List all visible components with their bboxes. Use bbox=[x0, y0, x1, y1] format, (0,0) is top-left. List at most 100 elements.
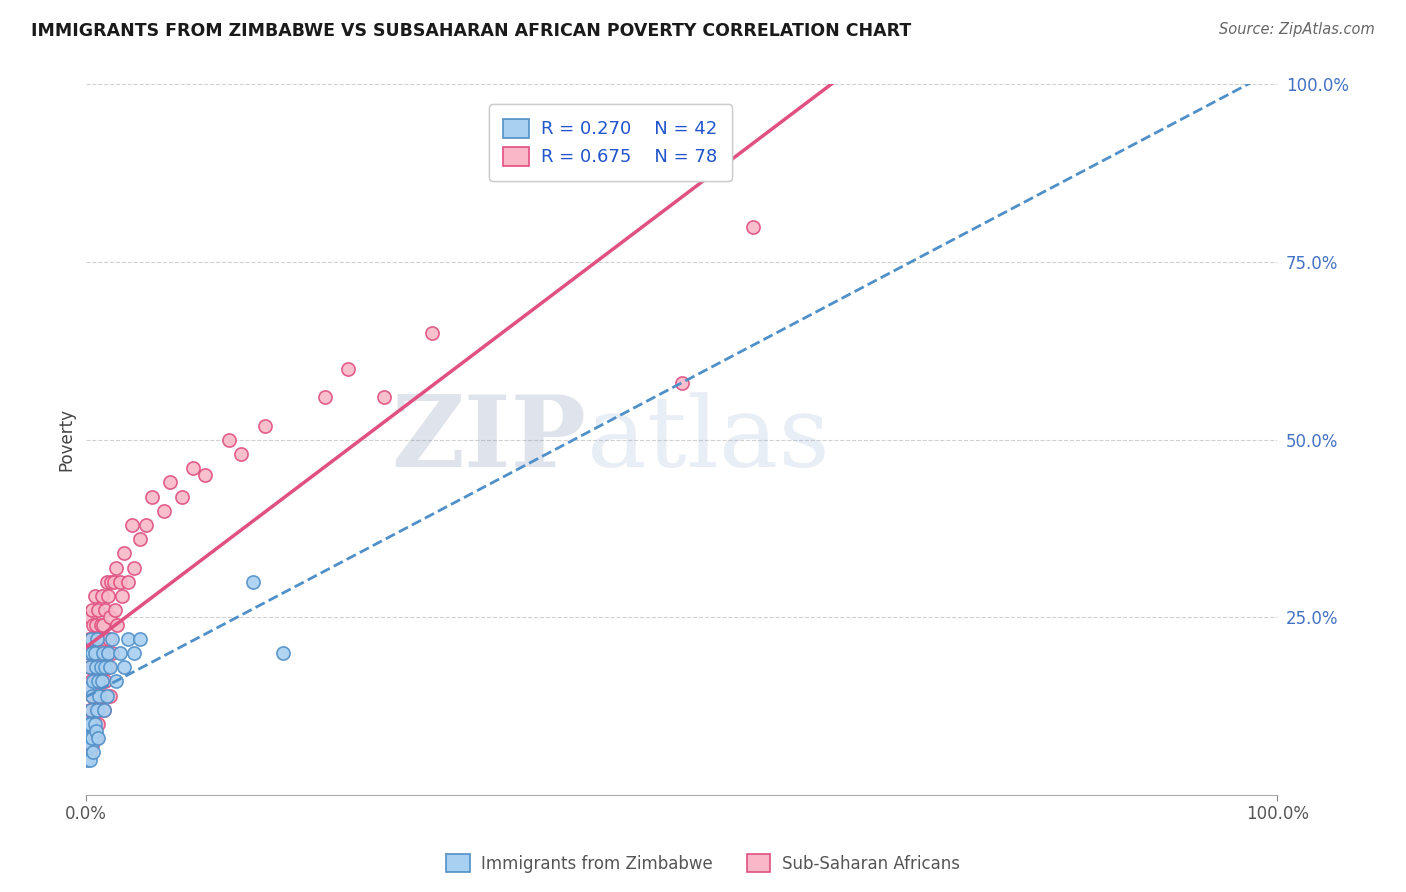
Point bbox=[90, 674, 112, 689]
Point bbox=[82, 646, 104, 660]
Point bbox=[80, 632, 103, 646]
Point bbox=[420, 326, 443, 340]
Point bbox=[98, 689, 121, 703]
Point bbox=[84, 731, 107, 746]
Point bbox=[128, 632, 150, 646]
Point bbox=[80, 724, 103, 739]
Point bbox=[77, 681, 100, 696]
Point bbox=[218, 433, 240, 447]
Point bbox=[91, 646, 114, 660]
Point bbox=[87, 660, 110, 674]
Point bbox=[742, 219, 765, 234]
Point bbox=[79, 646, 101, 660]
Point bbox=[82, 617, 104, 632]
Point bbox=[111, 589, 134, 603]
Point bbox=[87, 731, 110, 746]
Point bbox=[93, 632, 115, 646]
Point bbox=[253, 418, 276, 433]
Point bbox=[77, 731, 100, 746]
Point bbox=[97, 646, 120, 660]
Point bbox=[93, 703, 115, 717]
Point bbox=[122, 646, 145, 660]
Point bbox=[152, 504, 174, 518]
Text: IMMIGRANTS FROM ZIMBABWE VS SUBSAHARAN AFRICAN POVERTY CORRELATION CHART: IMMIGRANTS FROM ZIMBABWE VS SUBSAHARAN A… bbox=[31, 22, 911, 40]
Point bbox=[79, 610, 101, 624]
Legend: R = 0.270    N = 42, R = 0.675    N = 78: R = 0.270 N = 42, R = 0.675 N = 78 bbox=[489, 104, 733, 181]
Point bbox=[128, 533, 150, 547]
Point bbox=[94, 674, 117, 689]
Point bbox=[83, 589, 105, 603]
Point bbox=[91, 617, 114, 632]
Point bbox=[159, 475, 181, 490]
Point bbox=[82, 746, 104, 760]
Point bbox=[183, 461, 205, 475]
Point bbox=[135, 518, 157, 533]
Point bbox=[90, 660, 112, 674]
Point bbox=[83, 646, 105, 660]
Point bbox=[76, 717, 98, 731]
Point bbox=[82, 717, 104, 731]
Point bbox=[117, 632, 139, 646]
Point bbox=[76, 681, 98, 696]
Point bbox=[98, 660, 121, 674]
Point bbox=[77, 660, 100, 674]
Point bbox=[82, 689, 104, 703]
Point bbox=[80, 703, 103, 717]
Point bbox=[90, 660, 112, 674]
Point bbox=[98, 610, 121, 624]
Point bbox=[91, 689, 114, 703]
Point bbox=[82, 660, 104, 674]
Point bbox=[90, 674, 112, 689]
Text: atlas: atlas bbox=[586, 392, 830, 488]
Point bbox=[122, 560, 145, 574]
Point bbox=[271, 646, 294, 660]
Point bbox=[89, 689, 111, 703]
Point bbox=[671, 376, 693, 390]
Point bbox=[194, 468, 217, 483]
Point bbox=[84, 724, 107, 739]
Point bbox=[101, 646, 124, 660]
Point bbox=[337, 361, 360, 376]
Point bbox=[89, 632, 111, 646]
Point bbox=[84, 617, 107, 632]
Point bbox=[82, 646, 104, 660]
Point bbox=[94, 660, 117, 674]
Point bbox=[79, 717, 101, 731]
Point bbox=[79, 746, 101, 760]
Point bbox=[96, 646, 118, 660]
Point bbox=[82, 731, 104, 746]
Point bbox=[86, 703, 108, 717]
Point bbox=[105, 560, 128, 574]
Point bbox=[96, 689, 118, 703]
Point bbox=[112, 546, 135, 560]
Point bbox=[170, 490, 193, 504]
Point bbox=[83, 646, 105, 660]
Point bbox=[86, 632, 108, 646]
Y-axis label: Poverty: Poverty bbox=[58, 409, 75, 471]
Point bbox=[87, 717, 110, 731]
Point bbox=[108, 574, 131, 589]
Point bbox=[314, 390, 336, 404]
Point bbox=[84, 674, 107, 689]
Text: Source: ZipAtlas.com: Source: ZipAtlas.com bbox=[1219, 22, 1375, 37]
Point bbox=[97, 589, 120, 603]
Point bbox=[101, 632, 124, 646]
Point bbox=[80, 739, 103, 753]
Point bbox=[80, 632, 103, 646]
Point bbox=[79, 660, 101, 674]
Point bbox=[87, 603, 110, 617]
Point bbox=[76, 752, 98, 766]
Point bbox=[80, 674, 103, 689]
Point bbox=[87, 674, 110, 689]
Point bbox=[97, 660, 120, 674]
Point bbox=[83, 717, 105, 731]
Point bbox=[117, 574, 139, 589]
Point bbox=[90, 617, 112, 632]
Point bbox=[82, 674, 104, 689]
Point bbox=[242, 574, 264, 589]
Point bbox=[82, 739, 104, 753]
Point bbox=[93, 703, 115, 717]
Point bbox=[104, 603, 127, 617]
Text: ZIP: ZIP bbox=[392, 392, 586, 488]
Point bbox=[100, 574, 122, 589]
